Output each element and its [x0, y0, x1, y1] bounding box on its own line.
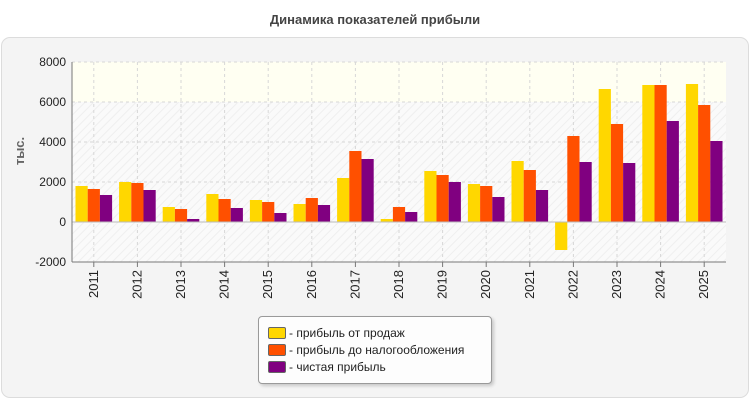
bar-1-2012 [119, 182, 132, 222]
x-tick-label: 2020 [478, 270, 493, 299]
y-axis-label: тыс. [12, 137, 27, 165]
bar-2-2012 [131, 183, 144, 222]
bar-2-2014 [218, 199, 231, 222]
bar-2-2013 [174, 209, 188, 222]
grid [72, 61, 726, 263]
legend: - прибыль от продаж - прибыль до налогооб… [258, 316, 492, 384]
bar-1-2013 [162, 207, 175, 222]
bar-3-2024 [666, 121, 679, 222]
bar-3-2017 [361, 159, 374, 222]
bar-2-2018 [392, 207, 406, 222]
y-tick-label: 6000 [39, 95, 66, 109]
bar-1-2021 [511, 161, 524, 222]
bar-3-2012 [143, 190, 156, 222]
bar-1-2011 [75, 186, 88, 222]
bars [75, 84, 723, 250]
bar-1-2019 [424, 171, 437, 222]
bar-3-2013 [187, 219, 200, 222]
bar-1-2016 [293, 204, 306, 222]
bar-3-2023 [623, 163, 636, 222]
bar-2-2015 [262, 202, 275, 222]
x-tick-label: 2019 [435, 270, 450, 299]
bar-2-2025 [698, 105, 711, 222]
x-tick-label: 2025 [696, 270, 711, 299]
legend-item-1: - прибыль от продаж [268, 325, 405, 341]
bar-2-2019 [436, 175, 449, 222]
x-tick-label: 2011 [86, 270, 101, 298]
bar-1-2024 [642, 85, 655, 222]
y-tick-label: 4000 [39, 135, 66, 149]
bar-3-2014 [230, 208, 243, 222]
x-tick-label: 2016 [304, 270, 319, 299]
bar-1-2020 [467, 184, 481, 222]
page-title: Динамика показателей прибыли [269, 12, 481, 27]
legend-item-3: - чистая прибыль [268, 359, 386, 375]
legend-label: - чистая прибыль [289, 360, 386, 374]
bar-2-2021 [523, 170, 536, 222]
legend-item-2: - прибыль до налогообложения [268, 342, 464, 358]
legend-swatch [268, 344, 286, 356]
bar-3-2022 [579, 162, 592, 222]
bar-2-2023 [610, 124, 624, 222]
legend-swatch [268, 361, 286, 373]
bar-3-2025 [710, 141, 723, 222]
bar-1-2015 [249, 200, 263, 222]
y-tick-label: 0 [59, 215, 66, 229]
x-tick-label: 2022 [565, 270, 580, 299]
bar-3-2011 [99, 195, 113, 222]
bar-1-2025 [685, 84, 699, 222]
bar-2-2020 [480, 186, 493, 222]
bar-3-2018 [405, 212, 418, 222]
x-tick-label: 2024 [653, 270, 668, 299]
bar-2-2011 [87, 189, 100, 222]
x-tick-label: 2018 [391, 270, 406, 299]
y-tick-label: -2000 [35, 255, 66, 269]
bar-2-2022 [567, 136, 580, 222]
bar-2-2017 [349, 151, 362, 222]
x-tick-label: 2017 [347, 270, 362, 299]
legend-label: - прибыль до налогообложения [289, 343, 465, 357]
legend-label: - прибыль от продаж [289, 326, 405, 340]
bar-3-2021 [535, 190, 549, 222]
bar-1-2014 [206, 194, 219, 222]
y-tick-label: 8000 [39, 55, 66, 69]
bar-3-2015 [274, 213, 287, 222]
bar-3-2020 [492, 197, 505, 222]
x-tick-label: 2021 [522, 270, 537, 299]
x-tick-label: 2014 [217, 270, 232, 299]
bar-2-2016 [305, 198, 318, 222]
legend-swatch [268, 327, 286, 339]
bar-1-2022 [555, 222, 568, 250]
x-tick-label: 2013 [173, 270, 188, 299]
bar-2-2024 [654, 85, 667, 222]
bar-1-2017 [337, 178, 350, 222]
bar-1-2023 [598, 89, 611, 222]
y-tick-label: 2000 [39, 175, 66, 189]
bar-3-2016 [317, 205, 331, 222]
bar-3-2019 [448, 182, 461, 222]
x-tick-label: 2012 [129, 270, 144, 299]
x-tick-label: 2015 [260, 270, 275, 299]
x-tick-label: 2023 [609, 270, 624, 299]
axes: 8000 6000 4000 2000 0 -2000 2011 2012 2013 2014 20… [35, 55, 726, 299]
bar-1-2018 [380, 219, 393, 222]
